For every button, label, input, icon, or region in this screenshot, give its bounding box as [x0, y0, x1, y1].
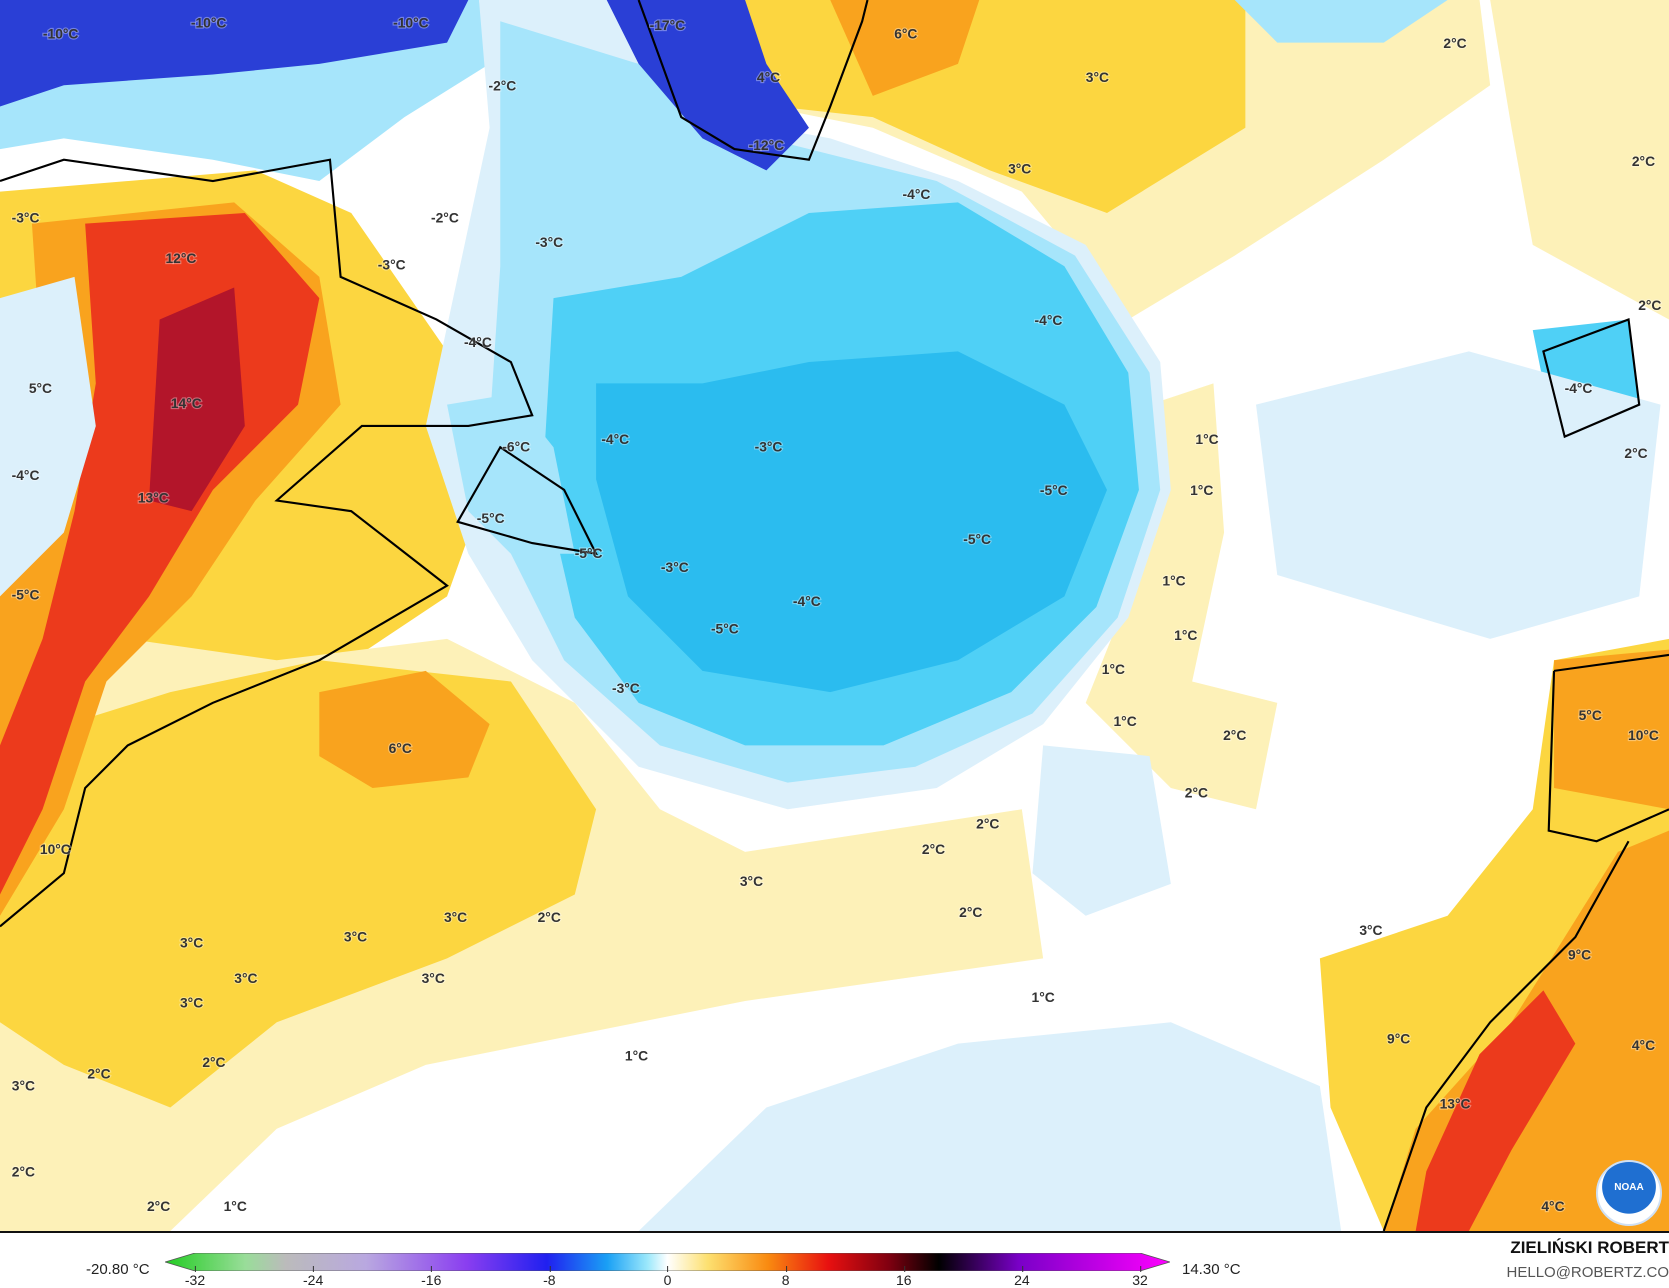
noaa-logo-text: NOAA: [1614, 1182, 1644, 1193]
temperature-label: 2°C: [1638, 297, 1661, 313]
temperature-label: 1°C: [625, 1048, 648, 1064]
temperature-label: -4°C: [1035, 312, 1063, 328]
temperature-label: 1°C: [1113, 713, 1136, 729]
colorbar-tick-label: -32: [184, 1266, 206, 1288]
temperature-label: -3°C: [12, 210, 40, 226]
temperature-label: -3°C: [661, 559, 689, 575]
temperature-label: 3°C: [344, 928, 367, 944]
colorbar-tick-label: -24: [303, 1266, 324, 1288]
colorbar-tick-label: -8: [543, 1266, 556, 1288]
temperature-label: -4°C: [601, 431, 629, 447]
temperature-label: 3°C: [180, 994, 203, 1010]
temperature-label: -12°C: [749, 137, 785, 153]
temperature-label: -3°C: [612, 680, 640, 696]
temperature-label: 2°C: [202, 1054, 225, 1070]
colorbar-tick-label: 32: [1132, 1266, 1148, 1288]
temperature-label: 6°C: [389, 740, 412, 756]
temperature-label: 13°C: [138, 490, 169, 506]
temperature-label: -4°C: [12, 467, 40, 483]
temperature-label: -5°C: [477, 510, 505, 526]
temperature-label: 2°C: [1632, 153, 1655, 169]
temperature-label: -2°C: [488, 78, 516, 94]
temperature-label: 2°C: [1185, 785, 1208, 801]
colorbar-tick-label: 24: [1014, 1266, 1030, 1288]
temperature-label: 2°C: [87, 1066, 110, 1082]
temperature-label: 1°C: [1162, 573, 1185, 589]
temperature-label: 3°C: [422, 970, 445, 986]
temperature-label: 4°C: [1541, 1198, 1564, 1214]
temperature-label: 2°C: [1443, 35, 1466, 51]
temperature-label: -5°C: [12, 587, 40, 603]
temperature-label: 1°C: [1174, 627, 1197, 643]
temperature-label: -4°C: [793, 593, 821, 609]
temperature-label: -4°C: [464, 334, 492, 350]
coastlines: [0, 0, 1669, 1231]
temperature-label: 1°C: [1190, 482, 1213, 498]
temperature-label: -3°C: [378, 256, 406, 272]
temperature-label: -2°C: [431, 210, 459, 226]
temperature-label: 3°C: [180, 935, 203, 951]
temperature-label: -4°C: [1565, 380, 1593, 396]
colorbar-max-value: 14.30 °C: [1182, 1261, 1241, 1278]
temperature-label: -5°C: [1040, 482, 1068, 498]
noaa-logo: NOAA: [1596, 1160, 1662, 1226]
colorbar-tick-label: 8: [781, 1266, 790, 1288]
temperature-label: 12°C: [166, 250, 197, 266]
temperature-label: 2°C: [538, 909, 561, 925]
temperature-label: -5°C: [963, 531, 991, 547]
temperature-label: -5°C: [575, 545, 603, 561]
temperature-label: 5°C: [1579, 707, 1602, 723]
temperature-label: 1°C: [1032, 989, 1055, 1005]
colorbar-min-value: -20.80 °C: [86, 1261, 150, 1278]
temperature-label: 3°C: [444, 909, 467, 925]
temperature-label: -3°C: [535, 234, 563, 250]
temperature-label: 2°C: [976, 815, 999, 831]
temperature-label: 9°C: [1568, 946, 1591, 962]
temperature-label: 2°C: [959, 904, 982, 920]
author-email: HELLO@ROBERTZ.CO: [1506, 1264, 1669, 1281]
temperature-label: 2°C: [12, 1164, 35, 1180]
temperature-label: 9°C: [1387, 1031, 1410, 1047]
temperature-label: 5°C: [29, 380, 52, 396]
temperature-label: 2°C: [1223, 727, 1246, 743]
colorbar-tick-label: 16: [895, 1266, 912, 1288]
temperature-label: -10°C: [191, 15, 227, 31]
temperature-label: -5°C: [711, 621, 739, 637]
temperature-label: 13°C: [1440, 1096, 1471, 1112]
temperature-label: 6°C: [894, 25, 917, 41]
temperature-label: 3°C: [1359, 922, 1382, 938]
temperature-label: 2°C: [922, 841, 945, 857]
temperature-label: 1°C: [224, 1198, 247, 1214]
temperature-label: 3°C: [1008, 161, 1031, 177]
cold-anomaly-regions: [0, 0, 1661, 1231]
temperature-label: 10°C: [40, 841, 71, 857]
temperature-label: 3°C: [234, 970, 257, 986]
temperature-label: 3°C: [1086, 69, 1109, 85]
colorbar-tick-label: -16: [421, 1266, 442, 1288]
temperature-label: 1°C: [1102, 661, 1125, 677]
temperature-label: -10°C: [43, 25, 79, 41]
temperature-anomaly-map: -10°C -10°C -10°C -17°C 6°C 2°C 4°C 3°C -2°C -12°…: [0, 0, 1669, 1233]
temperature-label: -3°C: [755, 439, 783, 455]
temperature-labels: -10°C -10°C -10°C -17°C 6°C 2°C 4°C 3°C -2°C -12°…: [11, 14, 1663, 1215]
temperature-label: 1°C: [1195, 431, 1218, 447]
temperature-label: -6°C: [502, 439, 530, 455]
warm-anomaly-regions: [0, 0, 1669, 1231]
temperature-label: 2°C: [1624, 445, 1647, 461]
temperature-label: 4°C: [757, 69, 780, 85]
author-credit: ZIELIŃSKI ROBERT: [1510, 1238, 1669, 1257]
colorbar-tick-label: 0: [663, 1266, 672, 1288]
temperature-label: 2°C: [147, 1198, 170, 1214]
temperature-label: 3°C: [12, 1077, 35, 1093]
temperature-label: -10°C: [393, 15, 429, 31]
temperature-label: 4°C: [1632, 1037, 1655, 1053]
temperature-label: 10°C: [1628, 727, 1659, 743]
temperature-label: -17°C: [650, 17, 686, 33]
temperature-label: 3°C: [740, 873, 763, 889]
temperature-label: 14°C: [171, 395, 202, 411]
temperature-label: -4°C: [903, 186, 931, 202]
